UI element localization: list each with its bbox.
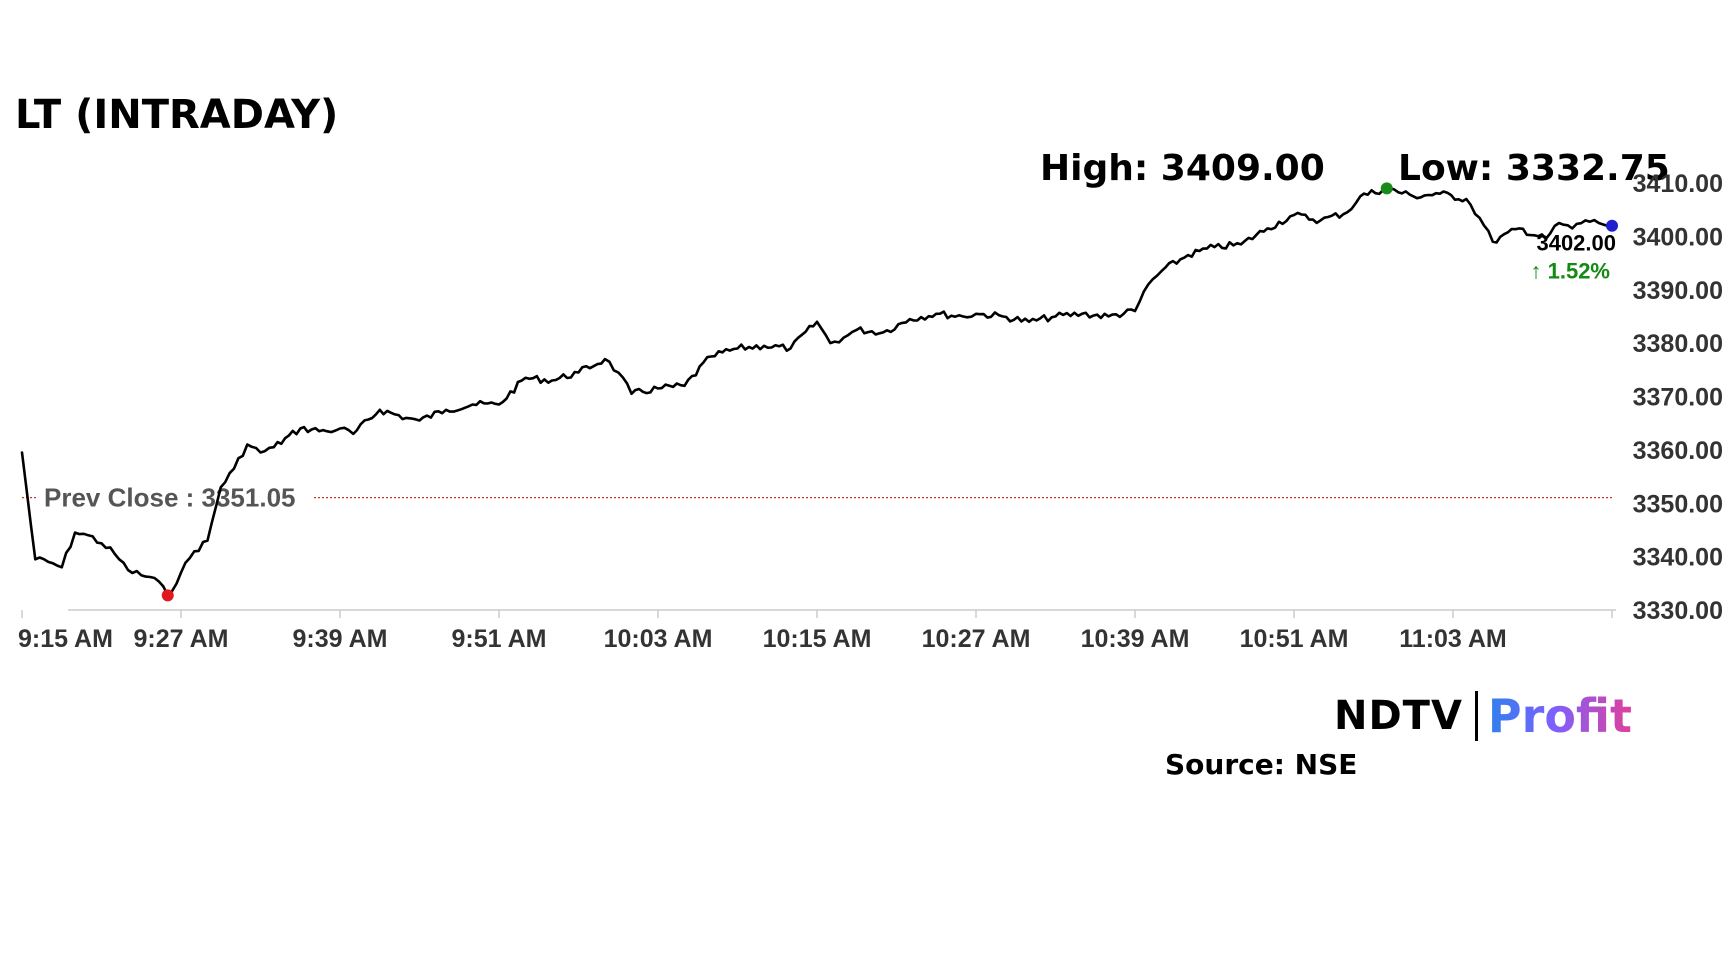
x-tick-label: 10:03 AM bbox=[604, 625, 713, 653]
y-tick-label: 3360.00 bbox=[1633, 437, 1723, 465]
last-price-marker bbox=[1606, 219, 1618, 232]
prev-close-label-bg bbox=[38, 483, 314, 514]
high-marker bbox=[1380, 182, 1393, 195]
high-label: High: 3409.00 bbox=[1040, 148, 1325, 189]
brand-profit: Profit bbox=[1487, 689, 1633, 743]
y-tick-label: 3340.00 bbox=[1633, 544, 1723, 572]
x-tick-label: 9:27 AM bbox=[134, 625, 229, 653]
x-tick-label: 9:39 AM bbox=[293, 625, 388, 653]
y-tick-label: 3390.00 bbox=[1633, 277, 1723, 305]
x-tick-label: 11:03 AM bbox=[1399, 625, 1506, 653]
y-tick-label: 3400.00 bbox=[1633, 223, 1723, 251]
x-tick-label: 9:51 AM bbox=[452, 625, 547, 653]
low-marker bbox=[161, 589, 174, 602]
marker-layer bbox=[161, 182, 1618, 602]
y-tick-label: 3410.00 bbox=[1633, 170, 1723, 198]
x-tick-label: 10:51 AM bbox=[1240, 625, 1349, 653]
low-label: Low: 3332.75 bbox=[1398, 148, 1670, 189]
y-tick-label: 3370.00 bbox=[1633, 384, 1723, 412]
ndtv-profit-logo: NDTV Profit bbox=[1334, 689, 1633, 743]
axis-layer: 9:15 AM 9:27 AM 9:39 AM 9:51 AM 10:03 AM 10:1… bbox=[18, 170, 1723, 653]
y-tick-label: 3330.00 bbox=[1633, 597, 1723, 625]
source-note: Source: NSE bbox=[1165, 748, 1358, 781]
y-tick-label: 3380.00 bbox=[1633, 330, 1723, 358]
last-price-label: 3402.00 bbox=[1536, 231, 1616, 256]
x-tick-label: 10:27 AM bbox=[922, 625, 1031, 653]
x-tick-label: 9:15 AM bbox=[18, 625, 113, 653]
chart-title: LT (INTRADAY) bbox=[15, 92, 339, 138]
change-percent: 1.52% bbox=[1548, 259, 1610, 284]
x-tick-label: 10:15 AM bbox=[763, 625, 872, 653]
brand-divider bbox=[1474, 691, 1478, 741]
y-tick-label: 3350.00 bbox=[1633, 490, 1723, 518]
x-tick-label: 10:39 AM bbox=[1081, 625, 1190, 653]
prev-close-label: Prev Close : 3351.05 bbox=[44, 483, 296, 513]
price-line bbox=[20, 187, 1614, 597]
up-arrow-icon: ↑ bbox=[1530, 259, 1547, 284]
prev-close-layer: Prev Close : 3351.05 bbox=[22, 483, 1612, 514]
brand-ndtv: NDTV bbox=[1334, 693, 1463, 739]
change-label: ↑ 1.52% bbox=[1530, 259, 1610, 284]
